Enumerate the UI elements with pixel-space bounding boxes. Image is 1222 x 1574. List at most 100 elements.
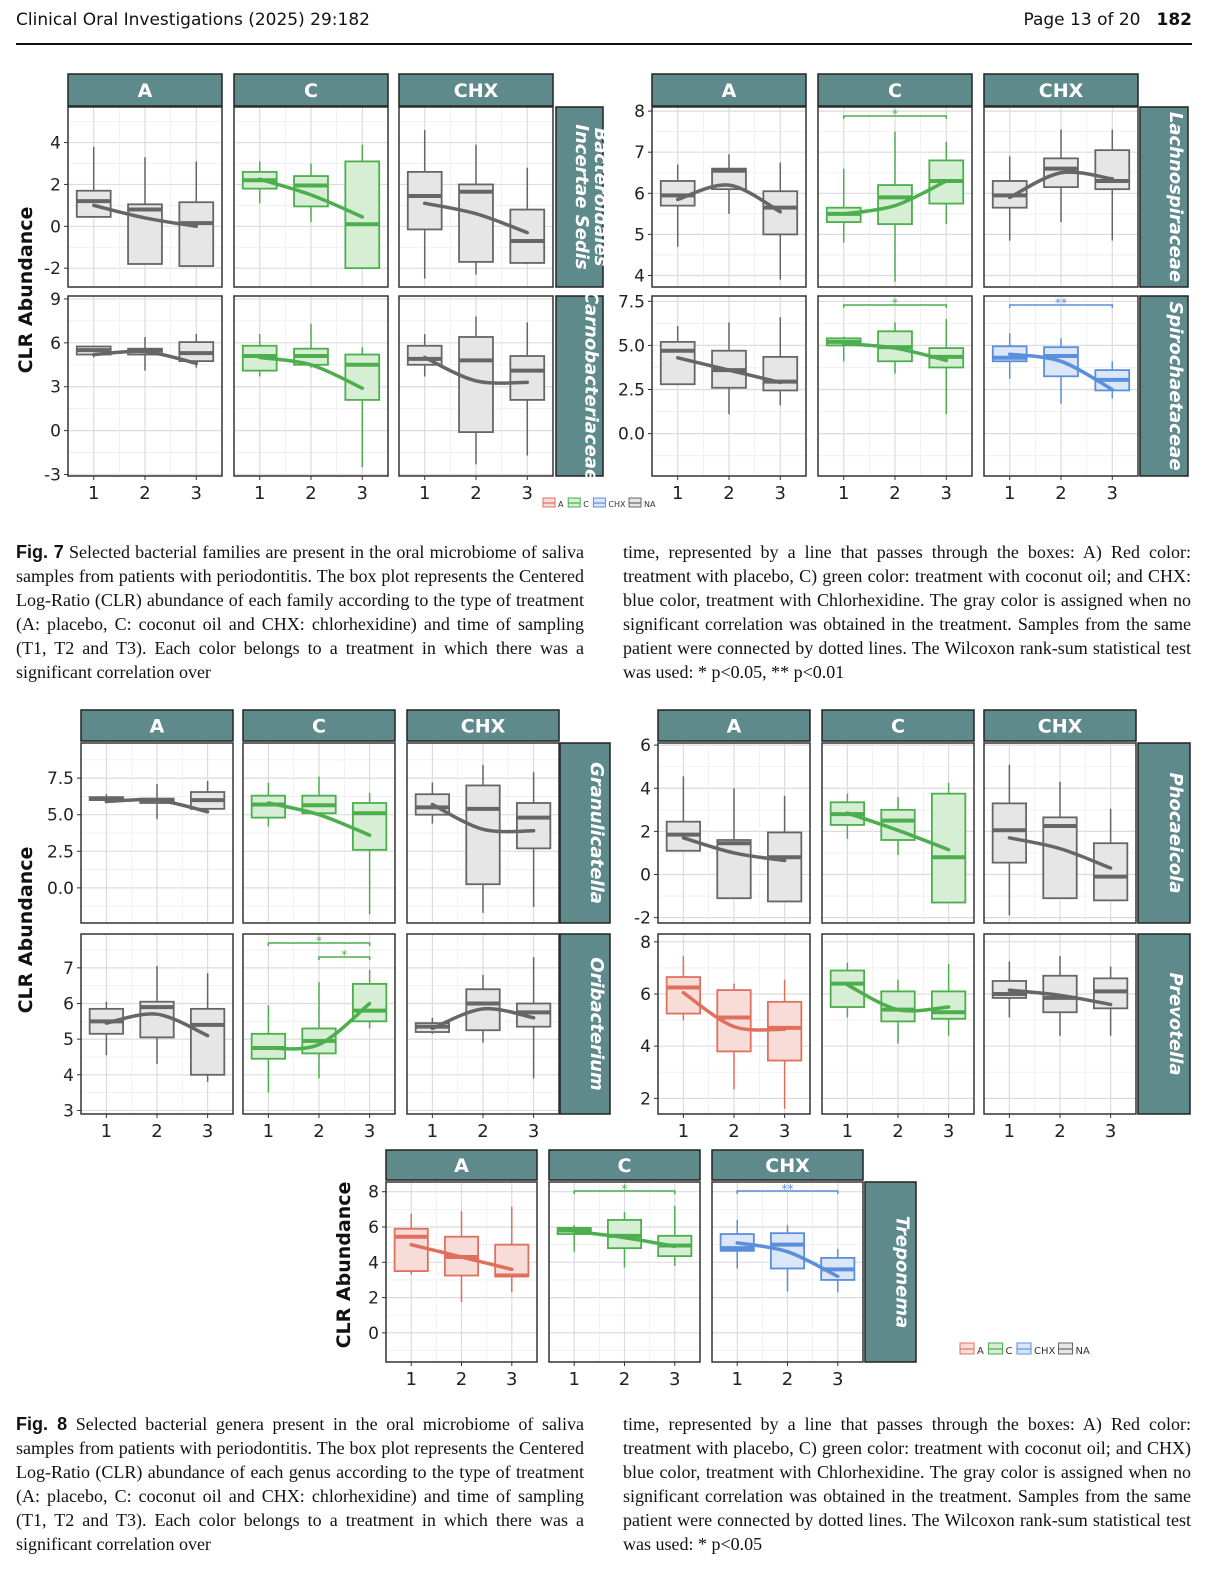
trend-line bbox=[422, 355, 530, 385]
significance-label: ** bbox=[782, 1182, 794, 1196]
trend-line bbox=[1007, 170, 1115, 200]
y-tick-label: 8 bbox=[640, 933, 651, 953]
x-tick-label: 2 bbox=[889, 483, 900, 504]
trend-line bbox=[266, 801, 372, 837]
legend-label: C bbox=[1006, 1346, 1013, 1357]
panel-carnobacteriaceae-C: 1 2 3 bbox=[233, 295, 389, 504]
y-tick-label: 7.5 bbox=[618, 292, 645, 312]
legend-label: C bbox=[583, 500, 589, 509]
facet-header-C bbox=[821, 709, 975, 742]
x-tick-label: 2 bbox=[470, 483, 481, 504]
fig7-y-axis-label: CLR Abundance bbox=[15, 206, 37, 374]
panel-treponema-C: * 1 2 3 bbox=[548, 1181, 701, 1390]
facet-grid-2: A C CHX Granulicatella 0.0 2.5 5.0 7.5 Oribacter… bbox=[47, 709, 611, 1142]
row-strip bbox=[1137, 742, 1191, 924]
facet-header-CHX bbox=[983, 709, 1137, 742]
y-tick-label: 0.0 bbox=[618, 425, 645, 445]
box-t3 bbox=[351, 802, 388, 851]
y-tick-label: 7 bbox=[63, 959, 74, 979]
y-tick-label: 2 bbox=[368, 1289, 379, 1309]
x-tick-label: 3 bbox=[522, 483, 533, 504]
facet-grid-4: A C CHX Treponema 0 2 4 6 8 1 2 3 * 1 2 3 ** 1 2 3 bbox=[368, 1149, 917, 1390]
trend-line bbox=[430, 1006, 536, 1031]
x-tick-label: 2 bbox=[728, 1121, 739, 1142]
y-tick-label: 8 bbox=[634, 102, 645, 122]
box-t3 bbox=[178, 201, 215, 267]
y-tick-label: -3 bbox=[44, 466, 61, 486]
y-tick-label: 4 bbox=[640, 1037, 651, 1057]
facet-header-C bbox=[817, 73, 973, 107]
trend-line bbox=[257, 355, 365, 390]
y-tick-label: 6 bbox=[640, 736, 651, 756]
x-tick-label: 2 bbox=[1055, 483, 1066, 504]
x-tick-label: 1 bbox=[263, 1121, 274, 1142]
panel-prevotella-C: 1 2 3 bbox=[821, 933, 975, 1142]
facet-header-A bbox=[385, 1149, 538, 1181]
trend-line bbox=[104, 1012, 210, 1038]
significance-bar bbox=[842, 304, 948, 308]
facet-header-label: CHX bbox=[1039, 80, 1084, 102]
trend-line bbox=[1007, 352, 1115, 392]
trend-line bbox=[841, 341, 949, 363]
panel-oribacterium-CHX: 1 2 3 bbox=[406, 933, 560, 1142]
trend-line bbox=[1007, 988, 1113, 1007]
row-strip bbox=[1139, 295, 1189, 477]
facet-header-CHX bbox=[711, 1149, 864, 1181]
trend-line bbox=[430, 802, 536, 834]
facet-header-CHX bbox=[983, 73, 1139, 107]
box-t3 bbox=[1092, 842, 1129, 902]
journal-citation: Clinical Oral Investigations (2025) 29:1… bbox=[16, 10, 370, 30]
box-t3 bbox=[930, 990, 967, 1020]
legend-label: A bbox=[558, 500, 564, 509]
panel-border bbox=[983, 742, 1137, 924]
page-number: Page 13 of 20 bbox=[1023, 10, 1141, 30]
y-tick-label: 2 bbox=[640, 822, 651, 842]
panel-prevotella-A: 1 2 3 bbox=[657, 933, 811, 1142]
fig8-caption-label: Fig. 8 bbox=[16, 1414, 68, 1434]
facet-header-label: A bbox=[722, 80, 737, 102]
fig7-caption-right: time, represented by a line that passes … bbox=[623, 542, 1191, 682]
x-tick-label: 1 bbox=[254, 483, 265, 504]
x-tick-label: 1 bbox=[88, 483, 99, 504]
facet-header-A bbox=[657, 709, 811, 742]
significance-bar bbox=[736, 1190, 839, 1194]
x-tick-label: 3 bbox=[941, 483, 952, 504]
row-strip bbox=[555, 106, 604, 288]
x-tick-label: 3 bbox=[202, 1121, 213, 1142]
facet-header-label: A bbox=[150, 716, 165, 738]
trend-line bbox=[91, 203, 199, 229]
legend-label: CHX bbox=[608, 500, 626, 509]
x-tick-label: 2 bbox=[1054, 1121, 1065, 1142]
panel-border bbox=[398, 106, 554, 288]
panel-phocaeicola-CHX bbox=[983, 742, 1137, 924]
y-tick-label: 5 bbox=[634, 225, 645, 245]
x-tick-label: 2 bbox=[892, 1121, 903, 1142]
trend-line bbox=[735, 1241, 840, 1279]
x-tick-label: 3 bbox=[779, 1121, 790, 1142]
facet-header-label: C bbox=[891, 716, 905, 738]
row-strip-label: Spirochaetaceae bbox=[1165, 301, 1186, 470]
x-tick-label: 2 bbox=[456, 1369, 467, 1390]
significance-label: * bbox=[341, 948, 347, 962]
legend-label: NA bbox=[644, 500, 656, 509]
x-tick-label: 3 bbox=[943, 1121, 954, 1142]
x-tick-label: 1 bbox=[568, 1369, 579, 1390]
box-t1 bbox=[665, 976, 702, 1015]
trend-line bbox=[681, 836, 787, 863]
box-t3 bbox=[344, 160, 381, 270]
x-tick-label: 3 bbox=[1107, 483, 1118, 504]
trend-line bbox=[1007, 836, 1113, 870]
x-tick-label: 3 bbox=[669, 1369, 680, 1390]
row-strip-label: Oribacterium bbox=[586, 957, 607, 1090]
panel-lachnospiraceae-A bbox=[651, 106, 807, 288]
y-tick-label: 0.0 bbox=[47, 879, 74, 899]
y-tick-label: 3 bbox=[63, 1101, 74, 1121]
x-tick-label: 3 bbox=[832, 1369, 843, 1390]
y-tick-label: 0 bbox=[368, 1324, 379, 1344]
fig7-caption-label: Fig. 7 bbox=[16, 542, 64, 562]
significance-bar bbox=[573, 1190, 676, 1194]
panel-border bbox=[817, 106, 973, 288]
box-t1 bbox=[991, 802, 1028, 864]
y-tick-label: 0 bbox=[50, 217, 61, 237]
